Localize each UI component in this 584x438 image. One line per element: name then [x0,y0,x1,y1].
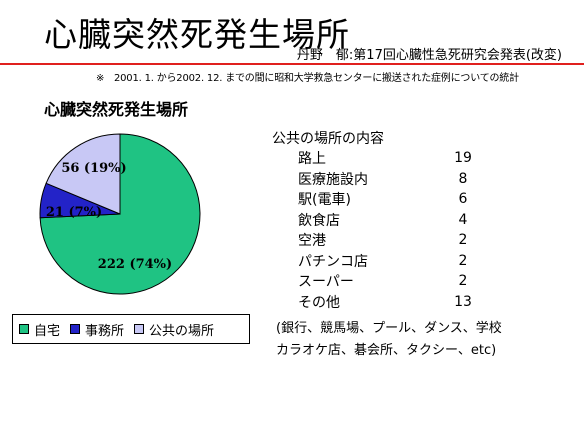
list-item: 路上 19 [298,148,498,169]
data-label-home: 222 (74%) [98,257,172,272]
place-count: 4 [458,211,468,228]
other-examples: (銀行、競馬場、プール、ダンス、学校 カラオケ店、碁会所、タクシー、etc) [276,318,576,362]
list-item: 医療施設内 8 [298,169,498,190]
legend-item-office: 事務所 [70,320,124,339]
list-item: スーパー 2 [298,271,498,292]
legend-swatch-office [70,324,81,334]
list-item: 飲食店 4 [298,210,498,231]
place-name: その他 [298,294,340,311]
title-divider [0,63,584,65]
legend-swatch-home [19,324,29,334]
chart-heading: 心臓突然死発生場所 [44,100,189,119]
legend-item-home: 自宅 [19,320,60,339]
place-count: 2 [458,273,468,290]
place-name: 駅(電車) [298,192,351,209]
list-item: 駅(電車) 6 [298,189,498,210]
data-label-office: 21 (7%) [46,205,102,220]
legend-label-office: 事務所 [85,323,125,339]
data-label-public: 56 (19%) [61,161,126,176]
place-count: 8 [458,170,468,187]
place-name: パチンコ店 [298,253,368,270]
legend-item-public: 公共の場所 [134,320,214,339]
page-title: 心臓突然死発生場所 [44,15,350,54]
pie-slice-public [45,133,121,215]
chart-legend: 自宅 事務所 公共の場所 [12,314,250,344]
examples-line-2: カラオケ店、碁会所、タクシー、etc) [276,343,497,358]
legend-label-home: 自宅 [34,323,61,339]
author-citation: 丹野 郁:第17回心臓性急死研究会発表(改変) [296,48,562,63]
public-places-title: 公共の場所の内容 [272,131,384,147]
list-item: パチンコ店 2 [298,251,498,272]
place-name: 空港 [298,233,326,250]
legend-swatch-public [134,324,145,334]
place-count: 2 [458,252,468,269]
place-name: 路上 [298,151,326,168]
place-name: 医療施設内 [298,171,368,188]
place-count: 13 [454,293,472,310]
list-item: 空港 2 [298,230,498,251]
list-item: その他 13 [298,292,498,313]
examples-line-1: (銀行、競馬場、プール、ダンス、学校 [276,321,502,336]
place-count: 6 [458,191,468,208]
public-places-list: 路上 19 医療施設内 8 駅(電車) 6 飲食店 4 空港 2 パチンコ店 2 スーパー 2… [298,148,498,312]
place-name: 飲食店 [298,212,340,229]
place-count: 19 [454,150,472,167]
statistics-note: ※ 2001. 1. から2002. 12. までの間に昭和大学救急センターに搬… [96,73,519,84]
legend-label-public: 公共の場所 [149,323,215,339]
place-name: スーパー [298,274,354,291]
place-count: 2 [458,232,468,249]
